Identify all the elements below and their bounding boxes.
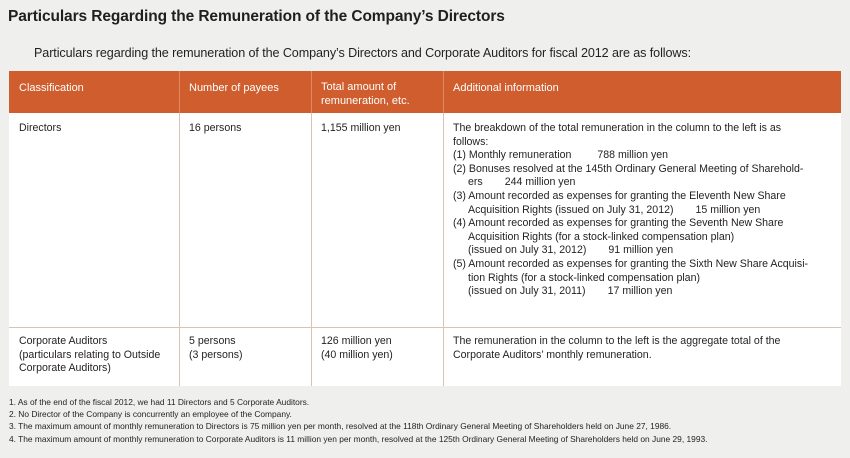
breakdown-list: (1) Monthly remuneration 788 million yen … — [453, 149, 837, 299]
list-item: (1) Monthly remuneration 788 million yen — [453, 149, 669, 162]
breakdown-value: 244 million yen — [504, 176, 576, 189]
row-directors-info: The breakdown of the total remuneration … — [453, 122, 837, 299]
row-auditors-payees: 5 persons (3 persons) — [189, 335, 243, 361]
row-directors-classification: Directors — [19, 122, 62, 134]
column-divider — [443, 113, 444, 386]
footnote: 1. As of the end of the fiscal 2012, we … — [9, 397, 310, 407]
intro-text: Particulars regarding the remuneration o… — [34, 46, 691, 60]
breakdown-value: 15 million yen — [695, 203, 761, 216]
footnote: 4. The maximum amount of monthly remuner… — [9, 433, 708, 444]
header-divider — [179, 71, 180, 113]
row-auditors-amount: 126 million yen (40 million yen) — [321, 335, 393, 361]
row-divider — [9, 327, 841, 328]
header-amount-line1: Total amount of — [321, 81, 397, 93]
list-item: (4) Amount recorded as expenses for gran… — [453, 217, 784, 257]
header-amount-line2: remuneration, etc. — [321, 95, 410, 107]
header-divider — [311, 71, 312, 113]
header-payees: Number of payees — [189, 82, 279, 94]
table-header: Classification Number of payees Total am… — [9, 71, 841, 113]
header-amount: Total amount of remuneration, etc. — [321, 80, 410, 108]
row-auditors-classification: Corporate Auditors (particulars relating… — [19, 335, 161, 375]
header-info: Additional information — [453, 82, 559, 94]
list-item: (2) Bonuses resolved at the 145th Ordina… — [453, 162, 804, 189]
footnote: 2. No Director of the Company is concurr… — [9, 409, 292, 420]
footnotes: 1. As of the end of the fiscal 2012, we … — [9, 396, 707, 445]
breakdown-value: 91 million yen — [608, 244, 674, 257]
breakdown-value: 17 million yen — [607, 285, 673, 298]
row-directors-payees: 16 persons — [189, 122, 242, 134]
header-divider — [443, 71, 444, 113]
header-classification: Classification — [19, 82, 84, 94]
column-divider — [311, 113, 312, 386]
row-auditors-info: The remuneration in the column to the le… — [453, 335, 781, 361]
footnote: 3. The maximum amount of monthly remuner… — [9, 421, 672, 432]
breakdown-value: 788 million yen — [597, 149, 669, 162]
list-item: (3) Amount recorded as expenses for gran… — [453, 189, 786, 216]
column-divider — [179, 113, 180, 386]
row-directors-amount: 1,155 million yen — [321, 122, 401, 134]
page-title: Particulars Regarding the Remuneration o… — [8, 8, 505, 25]
list-item: (5) Amount recorded as expenses for gran… — [453, 257, 809, 298]
remuneration-table: Classification Number of payees Total am… — [9, 71, 841, 386]
